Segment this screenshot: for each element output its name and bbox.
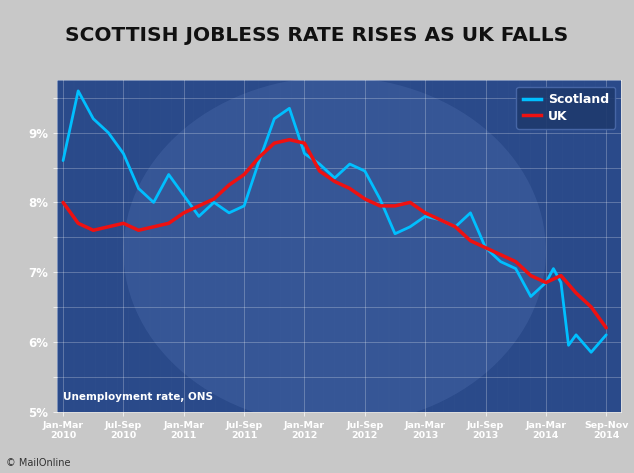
Legend: Scotland, UK: Scotland, UK [517,87,615,129]
Bar [57,80,621,412]
Ellipse shape [124,77,546,425]
Text: © MailOnline: © MailOnline [6,458,71,468]
Text: SCOTTISH JOBLESS RATE RISES AS UK FALLS: SCOTTISH JOBLESS RATE RISES AS UK FALLS [65,26,569,45]
Text: Unemployment rate, ONS: Unemployment rate, ONS [63,392,212,402]
